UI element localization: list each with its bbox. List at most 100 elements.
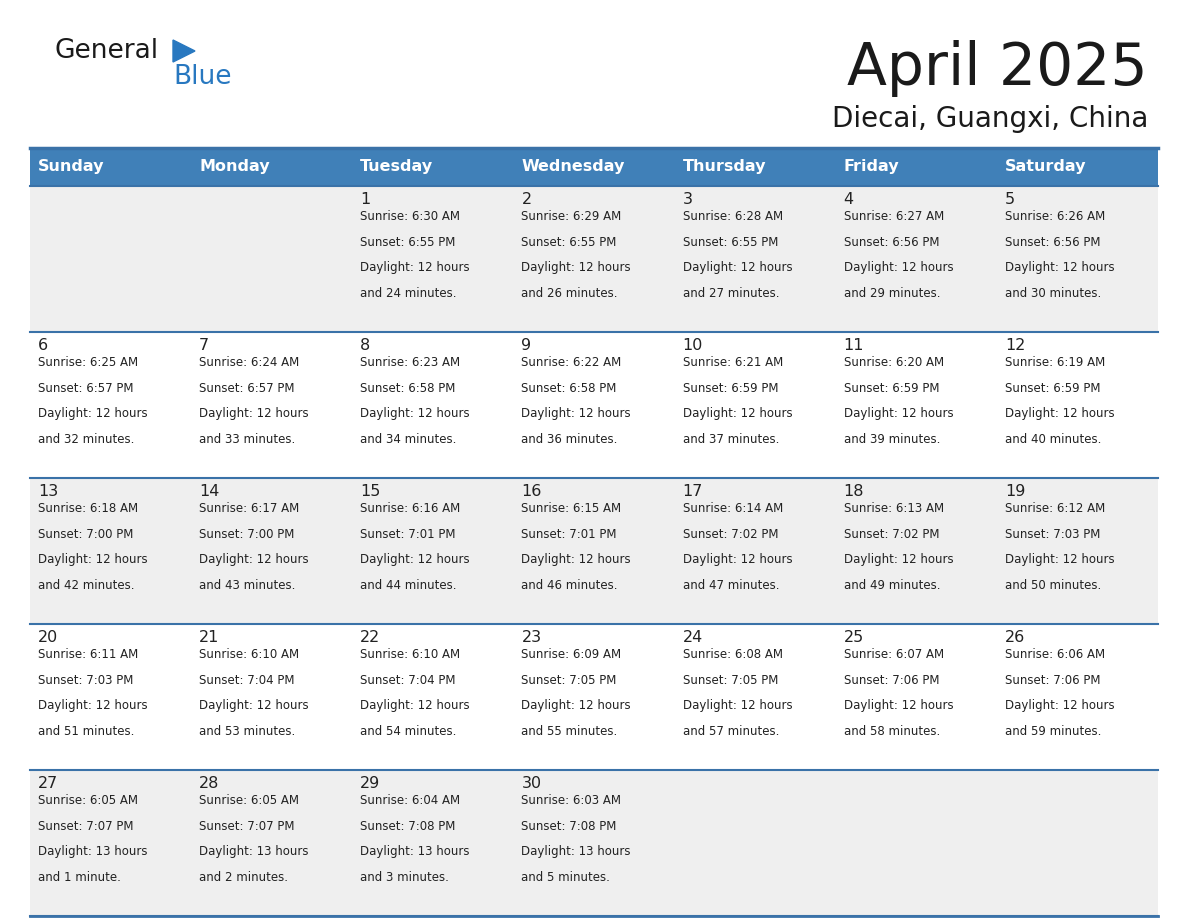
- FancyBboxPatch shape: [353, 148, 513, 186]
- Text: 29: 29: [360, 776, 380, 791]
- Text: and 32 minutes.: and 32 minutes.: [38, 432, 134, 445]
- Text: Monday: Monday: [200, 160, 270, 174]
- Text: and 44 minutes.: and 44 minutes.: [360, 578, 456, 591]
- Text: Sunrise: 6:29 AM: Sunrise: 6:29 AM: [522, 210, 621, 223]
- Text: Sunrise: 6:05 AM: Sunrise: 6:05 AM: [38, 794, 138, 807]
- Text: Daylight: 13 hours: Daylight: 13 hours: [38, 845, 147, 858]
- Text: Daylight: 12 hours: Daylight: 12 hours: [683, 407, 792, 420]
- FancyBboxPatch shape: [997, 624, 1158, 770]
- Text: 20: 20: [38, 630, 58, 645]
- Text: and 2 minutes.: and 2 minutes.: [200, 870, 289, 884]
- Text: 12: 12: [1005, 338, 1025, 353]
- Text: 1: 1: [360, 192, 371, 207]
- Text: and 39 minutes.: and 39 minutes.: [843, 432, 940, 445]
- Text: Sunset: 6:55 PM: Sunset: 6:55 PM: [360, 236, 456, 249]
- Text: 14: 14: [200, 484, 220, 499]
- FancyBboxPatch shape: [835, 332, 997, 478]
- Text: and 5 minutes.: and 5 minutes.: [522, 870, 611, 884]
- Text: Daylight: 12 hours: Daylight: 12 hours: [522, 407, 631, 420]
- Text: Daylight: 13 hours: Daylight: 13 hours: [522, 845, 631, 858]
- Text: Sunset: 7:03 PM: Sunset: 7:03 PM: [38, 674, 133, 687]
- Text: Daylight: 12 hours: Daylight: 12 hours: [38, 700, 147, 712]
- FancyBboxPatch shape: [30, 478, 191, 624]
- Text: Sunset: 6:56 PM: Sunset: 6:56 PM: [843, 236, 940, 249]
- Text: Sunrise: 6:19 AM: Sunrise: 6:19 AM: [1005, 356, 1105, 369]
- Text: Sunrise: 6:30 AM: Sunrise: 6:30 AM: [360, 210, 460, 223]
- FancyBboxPatch shape: [675, 624, 835, 770]
- Text: Sunrise: 6:10 AM: Sunrise: 6:10 AM: [360, 648, 461, 661]
- Text: and 51 minutes.: and 51 minutes.: [38, 724, 134, 738]
- Text: and 58 minutes.: and 58 minutes.: [843, 724, 940, 738]
- Text: Sunset: 7:00 PM: Sunset: 7:00 PM: [200, 528, 295, 541]
- Text: and 40 minutes.: and 40 minutes.: [1005, 432, 1101, 445]
- Text: Sunrise: 6:18 AM: Sunrise: 6:18 AM: [38, 502, 138, 515]
- Text: Sunset: 6:59 PM: Sunset: 6:59 PM: [1005, 382, 1100, 395]
- FancyBboxPatch shape: [513, 624, 675, 770]
- FancyBboxPatch shape: [997, 148, 1158, 186]
- Text: Sunrise: 6:04 AM: Sunrise: 6:04 AM: [360, 794, 461, 807]
- Text: 3: 3: [683, 192, 693, 207]
- Text: Sunset: 6:57 PM: Sunset: 6:57 PM: [200, 382, 295, 395]
- Text: Sunset: 7:01 PM: Sunset: 7:01 PM: [360, 528, 456, 541]
- Text: Sunset: 7:08 PM: Sunset: 7:08 PM: [522, 820, 617, 833]
- Text: Daylight: 12 hours: Daylight: 12 hours: [843, 700, 953, 712]
- FancyBboxPatch shape: [835, 624, 997, 770]
- Text: and 37 minutes.: and 37 minutes.: [683, 432, 779, 445]
- Text: and 34 minutes.: and 34 minutes.: [360, 432, 456, 445]
- Text: Daylight: 12 hours: Daylight: 12 hours: [843, 407, 953, 420]
- Text: Daylight: 12 hours: Daylight: 12 hours: [843, 261, 953, 274]
- Text: Sunset: 6:56 PM: Sunset: 6:56 PM: [1005, 236, 1100, 249]
- FancyBboxPatch shape: [835, 478, 997, 624]
- FancyBboxPatch shape: [191, 332, 353, 478]
- Text: Sunset: 7:07 PM: Sunset: 7:07 PM: [200, 820, 295, 833]
- Text: Wednesday: Wednesday: [522, 160, 625, 174]
- Text: Daylight: 12 hours: Daylight: 12 hours: [38, 554, 147, 566]
- Text: Sunrise: 6:11 AM: Sunrise: 6:11 AM: [38, 648, 138, 661]
- Text: Daylight: 12 hours: Daylight: 12 hours: [1005, 554, 1114, 566]
- Text: Sunset: 6:57 PM: Sunset: 6:57 PM: [38, 382, 133, 395]
- Text: 23: 23: [522, 630, 542, 645]
- Text: and 27 minutes.: and 27 minutes.: [683, 286, 779, 299]
- Text: Sunrise: 6:21 AM: Sunrise: 6:21 AM: [683, 356, 783, 369]
- Text: and 30 minutes.: and 30 minutes.: [1005, 286, 1101, 299]
- Text: Sunrise: 6:25 AM: Sunrise: 6:25 AM: [38, 356, 138, 369]
- Text: Diecai, Guangxi, China: Diecai, Guangxi, China: [832, 105, 1148, 133]
- Text: Daylight: 12 hours: Daylight: 12 hours: [522, 554, 631, 566]
- Text: and 24 minutes.: and 24 minutes.: [360, 286, 456, 299]
- FancyBboxPatch shape: [513, 186, 675, 332]
- FancyBboxPatch shape: [835, 186, 997, 332]
- Text: Blue: Blue: [173, 64, 232, 90]
- Text: Sunrise: 6:16 AM: Sunrise: 6:16 AM: [360, 502, 461, 515]
- FancyBboxPatch shape: [191, 624, 353, 770]
- Text: Saturday: Saturday: [1005, 160, 1086, 174]
- Text: Sunrise: 6:23 AM: Sunrise: 6:23 AM: [360, 356, 461, 369]
- Text: Sunset: 7:07 PM: Sunset: 7:07 PM: [38, 820, 133, 833]
- FancyBboxPatch shape: [353, 624, 513, 770]
- Text: 15: 15: [360, 484, 380, 499]
- Text: Sunrise: 6:12 AM: Sunrise: 6:12 AM: [1005, 502, 1105, 515]
- Text: Friday: Friday: [843, 160, 899, 174]
- FancyBboxPatch shape: [30, 624, 191, 770]
- Text: and 57 minutes.: and 57 minutes.: [683, 724, 779, 738]
- FancyBboxPatch shape: [835, 148, 997, 186]
- Text: 11: 11: [843, 338, 864, 353]
- Text: Sunset: 6:58 PM: Sunset: 6:58 PM: [522, 382, 617, 395]
- Text: Sunset: 7:02 PM: Sunset: 7:02 PM: [843, 528, 940, 541]
- Text: Sunset: 7:04 PM: Sunset: 7:04 PM: [360, 674, 456, 687]
- Text: Daylight: 12 hours: Daylight: 12 hours: [38, 407, 147, 420]
- Text: Sunrise: 6:08 AM: Sunrise: 6:08 AM: [683, 648, 783, 661]
- Text: 27: 27: [38, 776, 58, 791]
- Text: Daylight: 12 hours: Daylight: 12 hours: [1005, 261, 1114, 274]
- Text: Sunrise: 6:24 AM: Sunrise: 6:24 AM: [200, 356, 299, 369]
- Text: 17: 17: [683, 484, 703, 499]
- Text: and 54 minutes.: and 54 minutes.: [360, 724, 456, 738]
- Text: Daylight: 12 hours: Daylight: 12 hours: [522, 700, 631, 712]
- Text: Sunday: Sunday: [38, 160, 105, 174]
- Text: Sunset: 7:08 PM: Sunset: 7:08 PM: [360, 820, 456, 833]
- Text: Sunrise: 6:09 AM: Sunrise: 6:09 AM: [522, 648, 621, 661]
- Text: Sunrise: 6:20 AM: Sunrise: 6:20 AM: [843, 356, 943, 369]
- Polygon shape: [173, 40, 195, 62]
- Text: Sunset: 7:03 PM: Sunset: 7:03 PM: [1005, 528, 1100, 541]
- Text: Sunrise: 6:15 AM: Sunrise: 6:15 AM: [522, 502, 621, 515]
- Text: and 47 minutes.: and 47 minutes.: [683, 578, 779, 591]
